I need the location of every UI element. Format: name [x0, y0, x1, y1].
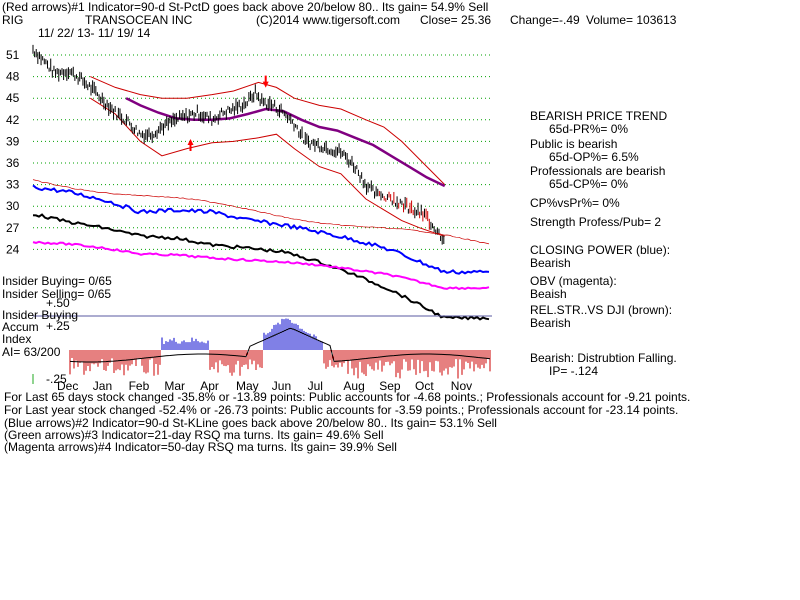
relstr-label: REL.STR..VS DJI (brown): [530, 303, 673, 317]
insider-selling: Insider Selling= 0/65 [2, 287, 112, 301]
professionals-bearish: Professionals are bearish [530, 164, 666, 178]
closing-power-ma-line [32, 179, 490, 245]
y-tick-51: 51 [6, 48, 20, 62]
close-price: Close= 25.36 [420, 13, 492, 27]
y-tick-42: 42 [6, 113, 20, 127]
volume: Volume= 103613 [586, 13, 677, 27]
ip-value: IP= -.124 [549, 364, 599, 378]
month-label-mar: Mar [164, 379, 185, 393]
footer-year: For Last year stock changed -52.4% or -2… [4, 403, 679, 417]
date-range: 11/ 22/ 13- 11/ 19/ 14 [38, 26, 151, 40]
red-arrow-2 [262, 75, 269, 88]
y-tick-27: 27 [6, 221, 20, 235]
month-axis: Dec Jan Feb Mar Apr May Jun Jul Aug Sep Oct Nov [32, 374, 472, 393]
public-bearish: Public is bearish [530, 137, 618, 151]
month-label-jul: Jul [308, 379, 323, 393]
price-bars [32, 44, 445, 245]
cp-vs-pr: CP%vsPr%= 0% [530, 196, 620, 210]
month-label-apr: Apr [200, 379, 219, 393]
y-tick-24: 24 [6, 242, 20, 256]
closing-power-line [32, 184, 490, 275]
moving-average-line [125, 97, 446, 188]
obv-label: OBV (magenta): [530, 274, 617, 288]
indicator-lines [32, 44, 490, 321]
obv-value: Beaish [530, 287, 567, 301]
pr-value: 65d-PR%= 0% [549, 122, 629, 136]
y-tick-48: 48 [6, 70, 20, 84]
obv-line [32, 240, 490, 291]
price-y-tick-labels: 51 48 45 42 39 36 33 30 27 24 [6, 48, 20, 256]
month-label-dec: Dec [57, 379, 78, 393]
y-tick-36: 36 [6, 156, 20, 170]
index-label: Index [2, 332, 32, 346]
accum-ma-line [69, 327, 491, 363]
accum-title: Insider Buying [2, 308, 79, 322]
y-tick-33: 33 [6, 178, 20, 192]
month-label-jan: Jan [93, 379, 112, 393]
price-change: Change=-.49 [510, 13, 580, 27]
lower-band-line [90, 97, 445, 237]
month-label-nov: Nov [451, 379, 472, 393]
footer-green-arrows: (Green arrows)#3 Indicator=21-day RSQ ma… [4, 428, 384, 442]
accum-label: Accum [2, 320, 39, 334]
month-label-aug: Aug [343, 379, 364, 393]
ai-value: AI= 63/200 [2, 345, 61, 359]
month-label-oct: Oct [415, 379, 434, 393]
y-tick-39: 39 [6, 134, 20, 148]
month-label-jun: Jun [272, 379, 291, 393]
closing-power-label: CLOSING POWER (blue): [530, 243, 671, 257]
op-value: 65d-OP%= 6.5% [549, 150, 639, 164]
copyright: (C)2014 www.tigersoft.com [256, 13, 401, 27]
indicator1-header: (Red arrows)#1 Indicator=90-d St-PctD go… [2, 0, 489, 14]
footer-65day: For Last 65 days stock changed -35.8% or… [4, 390, 691, 404]
footer-blue-arrows: (Blue arrows)#2 Indicator=90-d St-KLine … [4, 416, 497, 430]
relstr-value: Bearish [530, 316, 571, 330]
closing-power-value: Bearish [530, 256, 571, 270]
insider-buying: Insider Buying= 0/65 [2, 274, 112, 288]
company-name: TRANSOCEAN INC [85, 13, 193, 27]
month-label-sep: Sep [379, 379, 401, 393]
month-label-feb: Feb [129, 379, 150, 393]
footer-magenta-arrows: (Magenta arrows)#4 Indicator=50-day RSQ … [4, 440, 397, 454]
accum-plus25-label: +.25 [46, 319, 70, 333]
distribution-label: Bearish: Distrubtion Falling. [530, 351, 677, 365]
month-label-may: May [236, 379, 259, 393]
ticker-symbol: RIG [2, 13, 24, 27]
accum-minus25-label: -.25 [46, 372, 67, 386]
relative-strength-line [32, 213, 490, 321]
y-tick-45: 45 [6, 91, 20, 105]
cp-value: 65d-CP%= 0% [549, 177, 629, 191]
accumulation-index-histogram [33, 315, 492, 379]
price-bands [90, 76, 446, 237]
trend-title: BEARISH PRICE TREND [530, 109, 668, 123]
strength-ratio: Strength Profess/Pub= 2 [530, 215, 662, 229]
upper-band-line [90, 76, 446, 185]
y-tick-30: 30 [6, 199, 20, 213]
accum-plus50-label: +.50 [46, 296, 70, 310]
red-arrow-1 [187, 139, 194, 151]
